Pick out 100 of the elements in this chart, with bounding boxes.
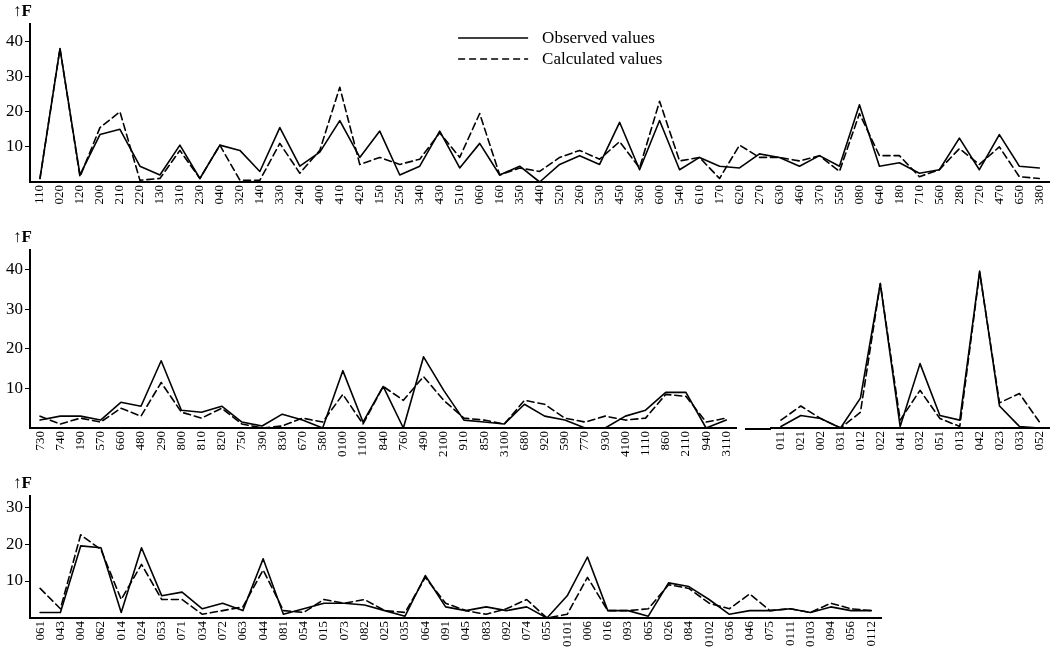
x-tick-label: 064 [416, 620, 432, 641]
x-tick-label: 0103 [801, 621, 817, 647]
x-tick-label: 670 [293, 431, 309, 451]
x-tick-label: 022 [871, 431, 887, 451]
y-tick-label: 20 [6, 533, 23, 553]
x-tick-label: 620 [730, 185, 746, 205]
x-tick-label: 750 [233, 431, 249, 451]
x-tick-label: 074 [518, 620, 534, 641]
x-tick-label: 930 [596, 431, 612, 451]
x-tick-label: 004 [72, 620, 88, 641]
x-tick-label: 014 [112, 620, 128, 641]
x-tick-label: 1100 [354, 431, 370, 457]
x-tick-label: 071 [173, 621, 189, 641]
x-tick-label: 2110 [677, 431, 693, 457]
x-tick-label: 660 [112, 431, 128, 451]
y-tick-label: 30 [6, 496, 23, 516]
x-tick-label: 054 [295, 620, 311, 641]
x-tick-label: 045 [457, 621, 473, 641]
x-tick-label: 092 [497, 621, 513, 641]
x-tick-label: 410 [331, 185, 347, 205]
x-tick-label: 180 [890, 185, 906, 205]
x-tick-label: 590 [556, 431, 572, 451]
x-tick-label: 350 [511, 185, 527, 205]
x-tick-label: 034 [193, 620, 209, 641]
x-tick-label: 640 [870, 185, 886, 205]
x-tick-label: 055 [538, 621, 554, 641]
x-tick-label: 140 [251, 185, 267, 205]
x-tick-label: 610 [690, 185, 706, 205]
x-tick-label: 051 [931, 431, 947, 451]
x-tick-label: 270 [750, 185, 766, 205]
x-tick-label: 075 [761, 621, 777, 641]
y-tick-label: 20 [6, 338, 23, 358]
x-tick-label: 250 [391, 185, 407, 205]
x-tick-label: 072 [214, 621, 230, 641]
y-tick-label: 10 [6, 136, 23, 156]
x-tick-label: 062 [92, 621, 108, 641]
x-tick-label: 910 [455, 431, 471, 451]
x-tick-label: 061 [31, 621, 47, 641]
x-tick-label: 210 [111, 185, 127, 205]
x-tick-label: 036 [720, 620, 736, 641]
x-tick-label: 012 [851, 431, 867, 451]
x-tick-label: 044 [254, 620, 270, 641]
x-tick-label: 490 [414, 431, 430, 451]
y-tick-label: 40 [6, 31, 23, 51]
x-tick-label: 530 [591, 185, 607, 205]
x-tick-label: 770 [576, 431, 592, 451]
x-tick-label: 091 [437, 621, 453, 641]
x-tick-label: 065 [639, 621, 655, 641]
x-tick-label: 040 [211, 185, 227, 205]
x-tick-label: 046 [741, 620, 757, 641]
x-tick-label: 760 [394, 431, 410, 451]
x-tick-label: 063 [234, 621, 250, 641]
x-tick-label: 720 [970, 185, 986, 205]
x-tick-label: 850 [475, 431, 491, 451]
x-tick-label: 2100 [435, 431, 451, 457]
x-tick-label: 540 [670, 185, 686, 205]
x-tick-label: 0102 [700, 621, 716, 647]
x-tick-label: 450 [611, 185, 627, 205]
y-tick-label: 20 [6, 101, 23, 121]
x-tick-label: 3100 [495, 431, 511, 457]
x-tick-label: 150 [371, 185, 387, 205]
y-axis-title: ↑F [13, 226, 32, 246]
x-tick-label: 840 [374, 431, 390, 451]
x-tick-label: 340 [411, 185, 427, 205]
x-tick-label: 1110 [636, 431, 652, 457]
y-tick-label: 40 [6, 259, 23, 279]
x-tick-label: 820 [213, 431, 229, 451]
x-tick-label: 042 [971, 431, 987, 451]
x-tick-label: 081 [274, 621, 290, 641]
x-tick-label: 025 [376, 621, 392, 641]
x-tick-label: 026 [660, 620, 675, 641]
x-tick-label: 630 [770, 185, 786, 205]
y-tick-label: 10 [6, 570, 23, 590]
x-tick-label: 082 [355, 621, 371, 641]
x-tick-label: 110 [31, 185, 47, 205]
x-tick-label: 031 [831, 431, 847, 451]
x-tick-label: 390 [253, 431, 269, 451]
x-tick-label: 013 [951, 431, 967, 451]
x-tick-label: 080 [850, 185, 866, 205]
x-tick-label: 0100 [334, 431, 350, 457]
x-tick-label: 380 [1030, 185, 1046, 205]
x-tick-label: 920 [536, 431, 552, 451]
y-axis-title: ↑F [13, 472, 32, 492]
x-tick-label: 015 [315, 621, 331, 641]
x-tick-label: 730 [31, 431, 47, 451]
x-tick-label: 032 [911, 431, 927, 451]
y-tick-label: 30 [6, 298, 23, 318]
x-tick-label: 650 [1010, 185, 1026, 205]
x-tick-label: 120 [71, 185, 87, 205]
x-tick-label: 580 [314, 431, 330, 451]
x-tick-label: 0111 [781, 621, 797, 647]
x-tick-label: 570 [92, 431, 108, 451]
x-tick-label: 020 [51, 185, 67, 205]
x-tick-label: 240 [291, 185, 307, 205]
x-tick-label: 056 [842, 620, 858, 641]
x-tick-label: 006 [578, 620, 594, 641]
x-tick-label: 0112 [862, 621, 878, 647]
legend-label: Observed values [542, 28, 655, 48]
x-tick-label: 035 [396, 621, 412, 641]
x-tick-label: 480 [132, 431, 148, 451]
